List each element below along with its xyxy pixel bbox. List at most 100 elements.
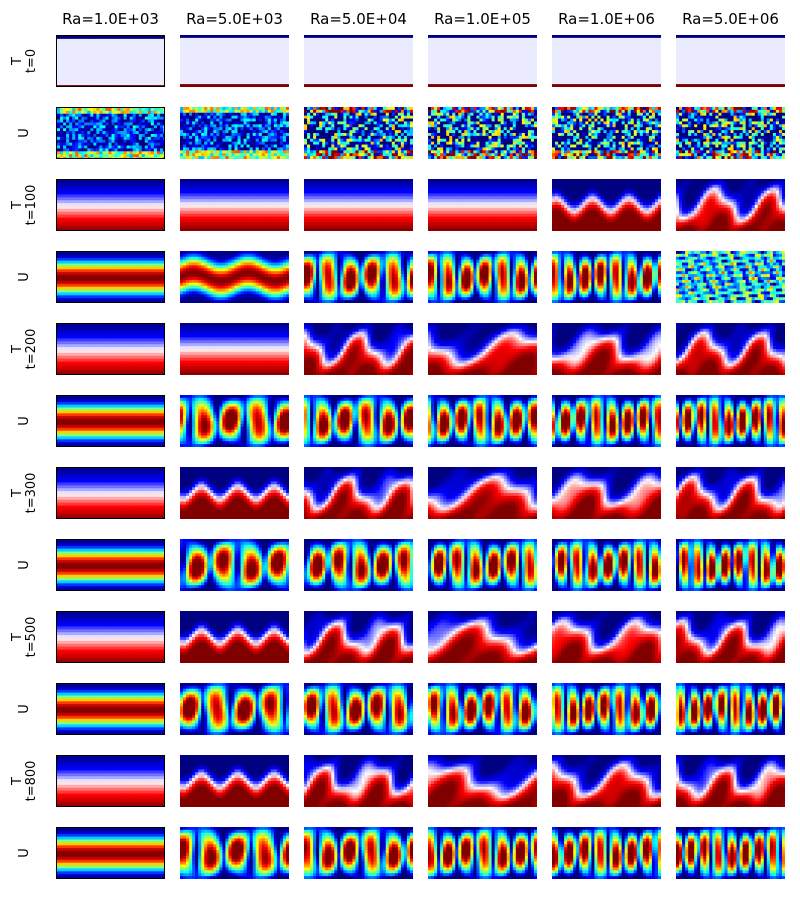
heatmap-cell [201,37,205,42]
heatmap-cell [730,81,735,85]
heatmap-cell [72,47,76,52]
heatmap-cell [57,82,61,86]
heatmap-cell [612,55,617,59]
heatmap-cell [497,37,502,42]
heatmap-cell [304,69,308,74]
heatmap-cell [108,70,113,75]
heatmap-cell [603,78,608,82]
heatmap-cell [240,115,245,120]
heatmap-cell [228,40,233,45]
heatmap-cell [367,81,372,85]
heatmap-cell [216,112,220,117]
heatmap-cell [361,75,366,79]
heatmap-cell [162,59,164,63]
heatmap-cell [270,127,275,131]
heatmap-cell [361,49,366,53]
heatmap-cell [126,134,131,138]
heatmap-cell [564,43,568,48]
heatmap-cell [497,78,502,82]
heatmap-cell [488,84,493,87]
heatmap-cell [78,136,82,141]
heatmap-cell [279,107,284,111]
heatmap-cell [654,49,659,53]
heatmap-cell [654,52,659,56]
heatmap-cell [198,112,202,117]
heatmap-cell [621,72,626,77]
heatmap-cell [237,66,242,71]
heatmap-cell [437,84,441,87]
heatmap-cell [96,56,100,60]
heatmap-cell [93,148,97,152]
heatmap-cell [135,119,140,124]
heatmap-cell [700,66,704,71]
heatmap-cell [491,40,496,45]
heatmap-cell [709,78,713,82]
heatmap-cell [573,37,577,42]
heatmap-cell [473,72,478,77]
heatmap-cell [703,75,707,79]
heatmap-cell [150,50,155,54]
heatmap-cell [84,139,88,144]
heatmap-cell [87,50,91,54]
heatmap-cell [446,84,450,87]
heatmap-cell [316,66,320,71]
heatmap-cell [57,113,61,118]
heatmap-cell [748,75,753,79]
heatmap-cell [120,148,125,152]
heatmap-cell [138,47,143,52]
heatmap-cell [258,40,263,45]
heatmap-cell [409,75,413,79]
heatmap-cell [340,49,344,53]
heatmap-cell [709,40,713,45]
heatmap-cell [648,46,653,51]
heatmap-cell [763,61,768,65]
heatmap-cell [159,73,164,78]
heatmap-cell [304,78,308,82]
heatmap-cell [449,58,453,62]
heatmap-cell [730,58,735,62]
heatmap-cell [144,38,149,43]
heatmap-cell [153,47,158,52]
heatmap-cell [397,43,402,48]
heatmap-cell [428,40,432,45]
heatmap-cell [461,61,465,65]
heatmap-cell [307,66,311,71]
heatmap-cell [500,81,505,85]
heatmap-cell [615,61,620,65]
heatmap-cell [400,46,405,51]
heatmap-cell [573,40,577,45]
heatmap-cell [488,81,493,85]
heatmap-cell [349,84,354,87]
heatmap-cell [781,43,785,48]
heatmap-cell [470,84,475,87]
heatmap-cell [627,63,632,68]
heatmap-cell [57,148,61,152]
heatmap-cell [431,49,435,53]
heatmap-cell [428,61,432,65]
heatmap-cell [117,41,122,46]
heatmap-cell [636,49,641,53]
heatmap-cell [343,72,347,77]
heatmap-cell [682,46,686,51]
heatmap-cell [102,157,107,158]
heatmap-cell [105,79,110,83]
heatmap-cell [769,55,774,59]
heatmap-cell [331,69,335,74]
heatmap-cell [561,75,565,79]
heatmap-cell [186,40,190,45]
heatmap-cell [630,78,635,82]
heatmap-cell [231,75,236,79]
heatmap-cell [129,136,134,141]
heatmap-cell [99,136,104,141]
heatmap-cell [192,52,196,56]
heatmap-cell [186,109,190,114]
heatmap-cell [264,46,269,51]
heatmap-cell [276,81,281,85]
heatmap-cell [153,67,158,72]
heatmap-cell [135,67,140,72]
heatmap-cell [361,78,366,82]
heatmap-cell [594,37,599,42]
heatmap-cell [754,35,759,39]
heatmap-cell [132,44,137,49]
heatmap-cell [509,78,514,82]
